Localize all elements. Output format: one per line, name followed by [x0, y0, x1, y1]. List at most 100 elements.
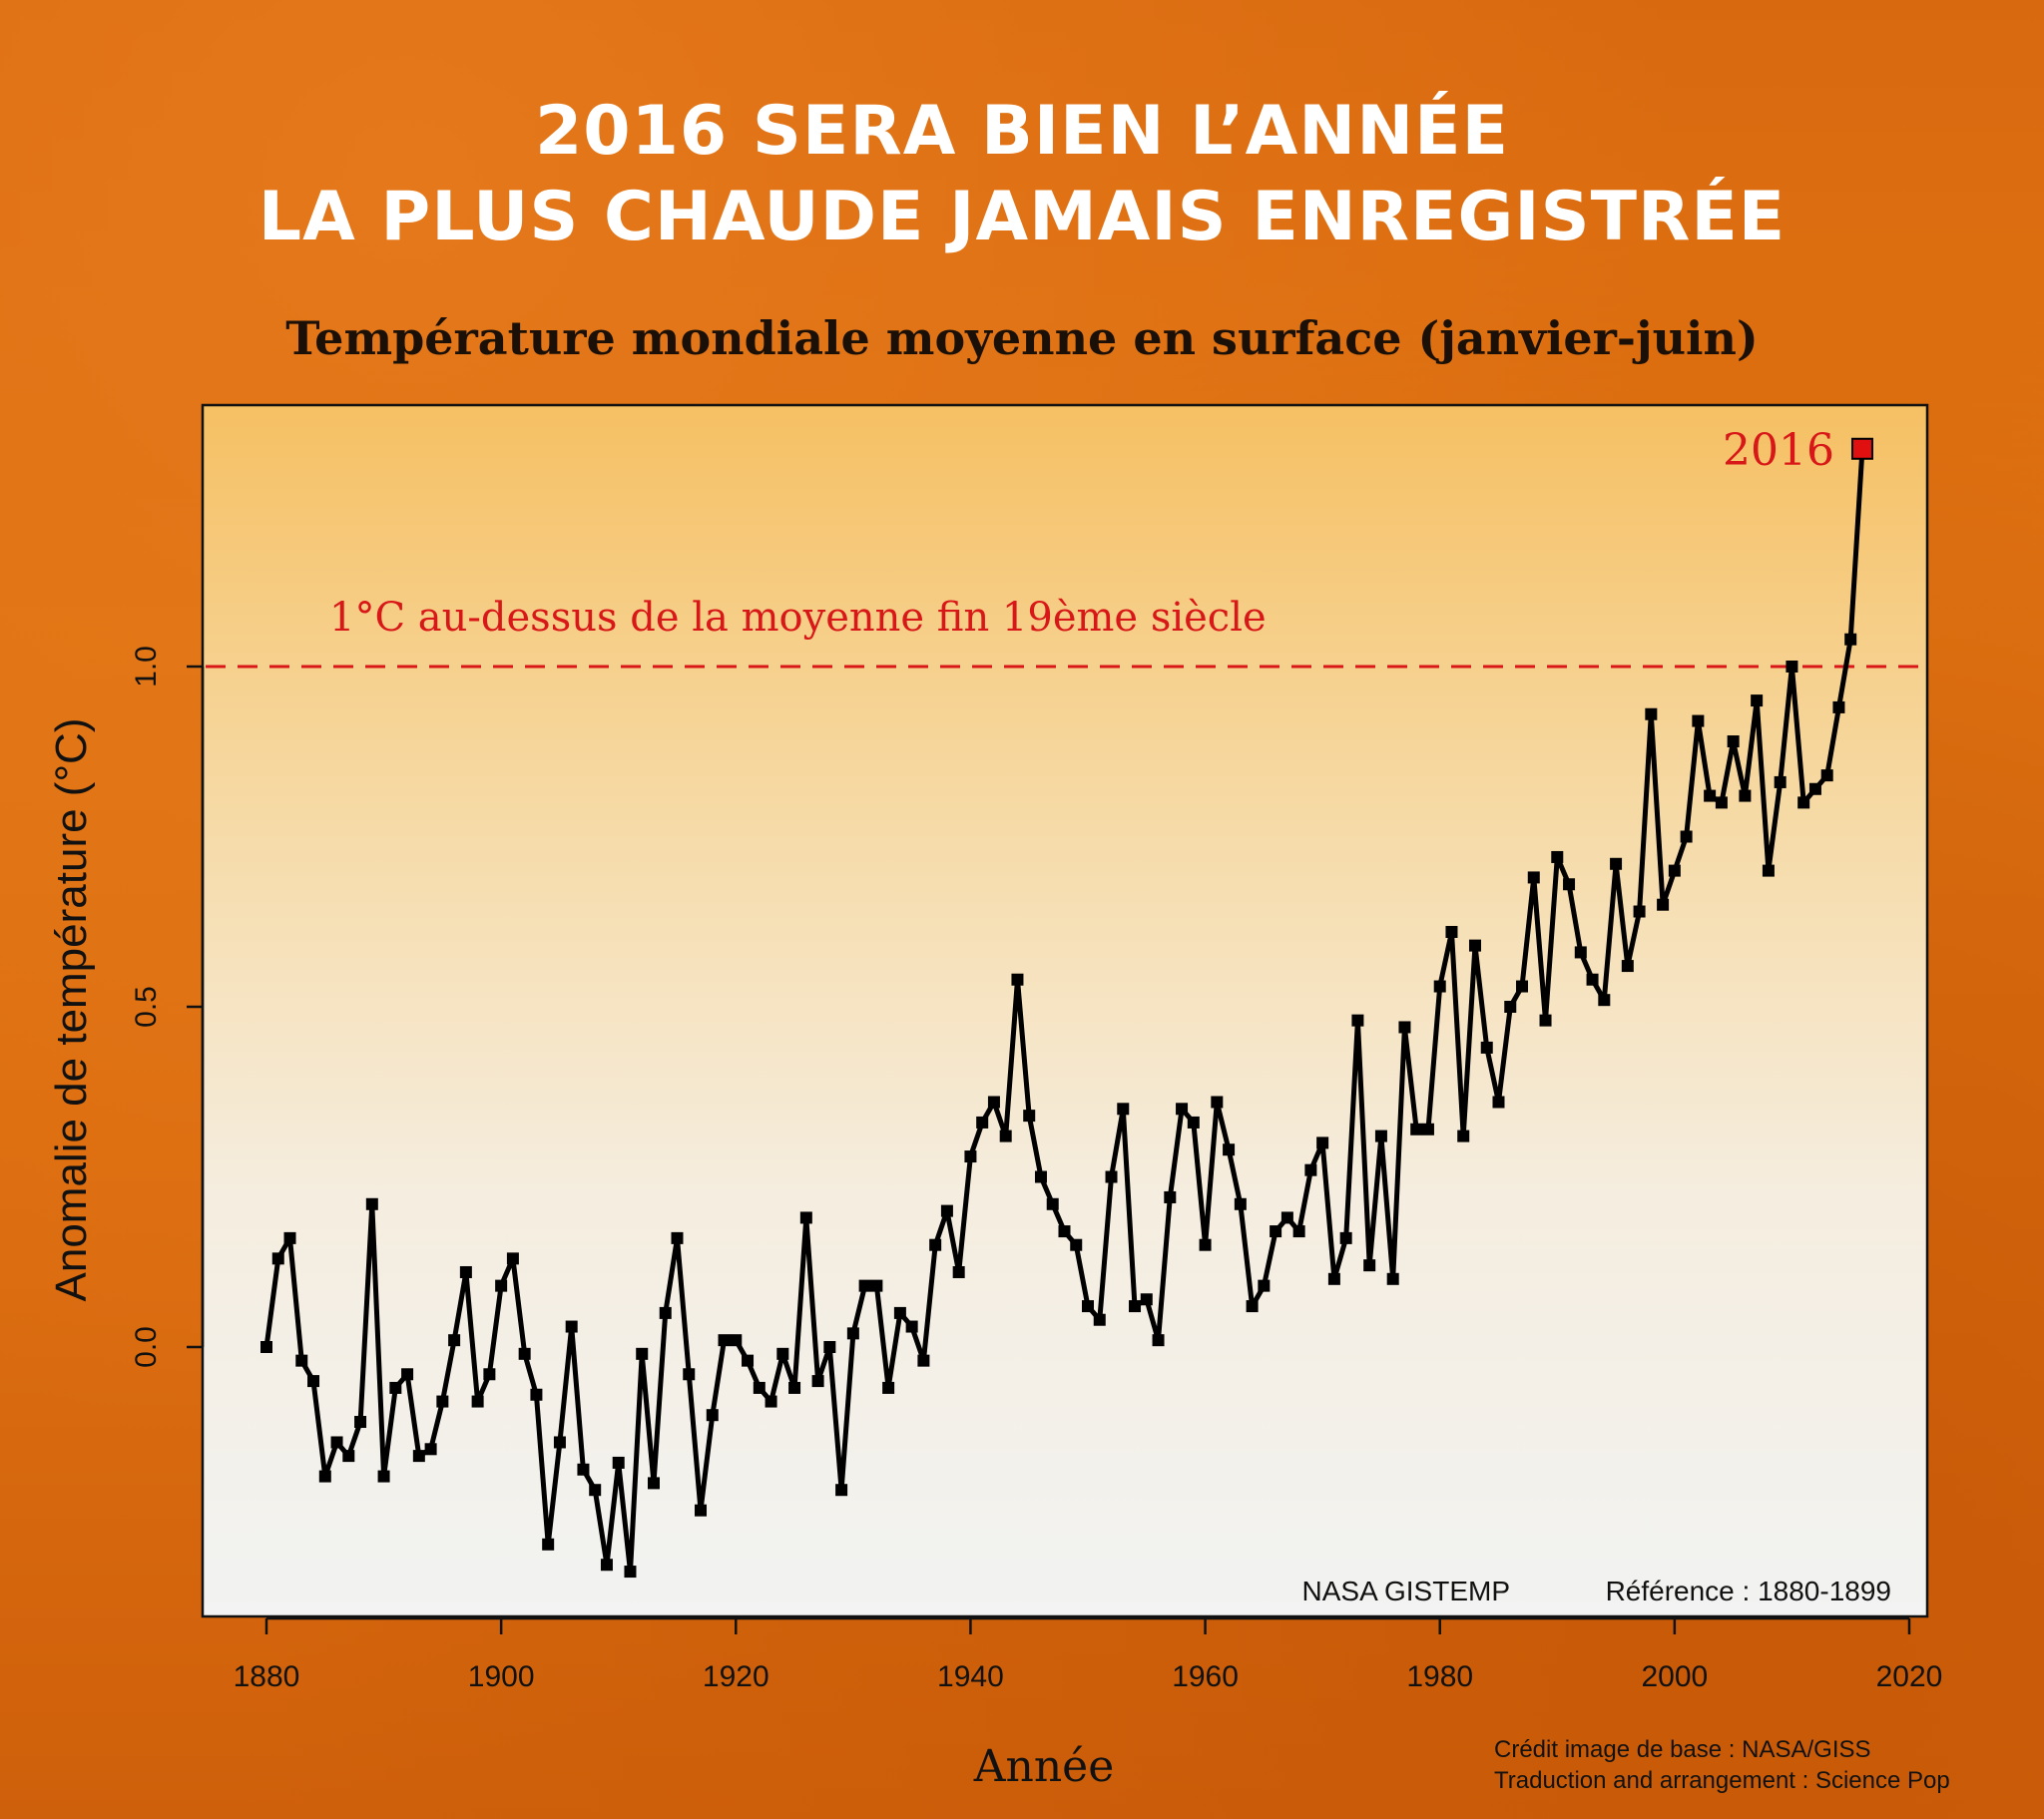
data-point [459, 1265, 472, 1278]
data-point [823, 1341, 836, 1353]
data-point [553, 1436, 566, 1449]
data-point [271, 1252, 284, 1265]
data-point [1668, 864, 1681, 877]
data-point [1246, 1300, 1259, 1313]
data-point [1374, 1130, 1387, 1142]
data-point [1140, 1293, 1153, 1306]
data-point [1363, 1259, 1376, 1272]
data-point [952, 1265, 965, 1278]
x-tick-label: 1920 [703, 1660, 769, 1693]
data-point [753, 1381, 766, 1394]
data-point [1058, 1225, 1071, 1238]
data-point [683, 1368, 696, 1381]
data-point [260, 1341, 272, 1353]
highlight-label: 2016 [1723, 425, 1834, 476]
data-point [1574, 946, 1587, 959]
data-point [1046, 1197, 1059, 1210]
credit-line2: Traduction and arrangement : Science Pop [1494, 1767, 1950, 1794]
data-point [1152, 1334, 1165, 1347]
data-point [1844, 633, 1857, 646]
data-point [412, 1450, 425, 1463]
data-point [1610, 857, 1623, 870]
data-point [600, 1559, 613, 1572]
data-point [1082, 1300, 1094, 1313]
data-point [1117, 1103, 1130, 1116]
y-tick-label: 1.0 [130, 646, 163, 687]
data-point [1808, 782, 1821, 795]
data-point [295, 1354, 308, 1367]
data-point [1657, 898, 1670, 911]
data-point [1433, 980, 1446, 993]
data-point [542, 1538, 555, 1551]
data-point [1164, 1190, 1177, 1203]
data-point [530, 1388, 543, 1401]
data-point [870, 1279, 883, 1292]
data-point [1034, 1170, 1047, 1183]
data-point [940, 1204, 953, 1217]
data-point [1351, 1014, 1364, 1027]
data-point [483, 1368, 496, 1381]
data-point [1258, 1279, 1271, 1292]
data-point [917, 1354, 930, 1367]
data-point [1551, 850, 1564, 863]
data-point [1727, 735, 1740, 748]
data-point [307, 1375, 320, 1388]
data-point [1563, 878, 1576, 891]
data-point [1516, 980, 1529, 993]
data-point [1386, 1272, 1399, 1285]
highlight-point-2016 [1850, 437, 1873, 460]
data-point [647, 1477, 660, 1490]
data-point [624, 1566, 637, 1579]
data-point [1621, 960, 1634, 973]
data-point [1832, 700, 1845, 713]
data-point [1176, 1103, 1189, 1116]
data-point [799, 1211, 812, 1224]
data-point [1468, 939, 1481, 952]
data-point [964, 1150, 977, 1163]
data-point [1445, 925, 1458, 938]
data-point [882, 1381, 895, 1394]
data-point [976, 1116, 989, 1129]
data-point [659, 1306, 672, 1319]
data-point [1223, 1143, 1236, 1156]
data-point [1786, 661, 1798, 673]
data-point [811, 1375, 824, 1388]
data-point [1316, 1137, 1329, 1149]
data-point [1211, 1096, 1224, 1109]
data-point [1704, 789, 1717, 802]
data-point [1187, 1116, 1200, 1129]
data-point [776, 1347, 789, 1360]
data-point [1023, 1110, 1036, 1123]
data-point [424, 1443, 437, 1456]
data-point [401, 1368, 414, 1381]
data-point [742, 1354, 755, 1367]
data-point [1280, 1211, 1293, 1224]
data-point [730, 1334, 743, 1347]
data-point [1797, 796, 1810, 809]
data-point [577, 1463, 590, 1476]
x-tick-label: 2000 [1641, 1660, 1708, 1693]
x-axis-label: Année [973, 1741, 1115, 1792]
data-point [1292, 1225, 1305, 1238]
data-point [765, 1395, 777, 1408]
data-point [718, 1334, 731, 1347]
data-point [506, 1252, 519, 1265]
data-point [1105, 1170, 1118, 1183]
data-point [330, 1436, 343, 1449]
x-tick-label: 1940 [937, 1660, 1004, 1693]
data-point [1820, 769, 1833, 782]
data-point [1093, 1313, 1106, 1326]
data-point [365, 1197, 378, 1210]
data-point [518, 1347, 531, 1360]
data-point [1327, 1272, 1340, 1285]
data-point [858, 1279, 871, 1292]
data-point [788, 1381, 801, 1394]
data-point [1586, 973, 1599, 986]
data-point [342, 1450, 355, 1463]
data-point [283, 1231, 296, 1244]
x-tick-label: 2020 [1876, 1660, 1943, 1693]
data-point [1457, 1130, 1470, 1142]
data-point [1539, 1014, 1552, 1027]
x-tick-label: 1980 [1406, 1660, 1473, 1693]
